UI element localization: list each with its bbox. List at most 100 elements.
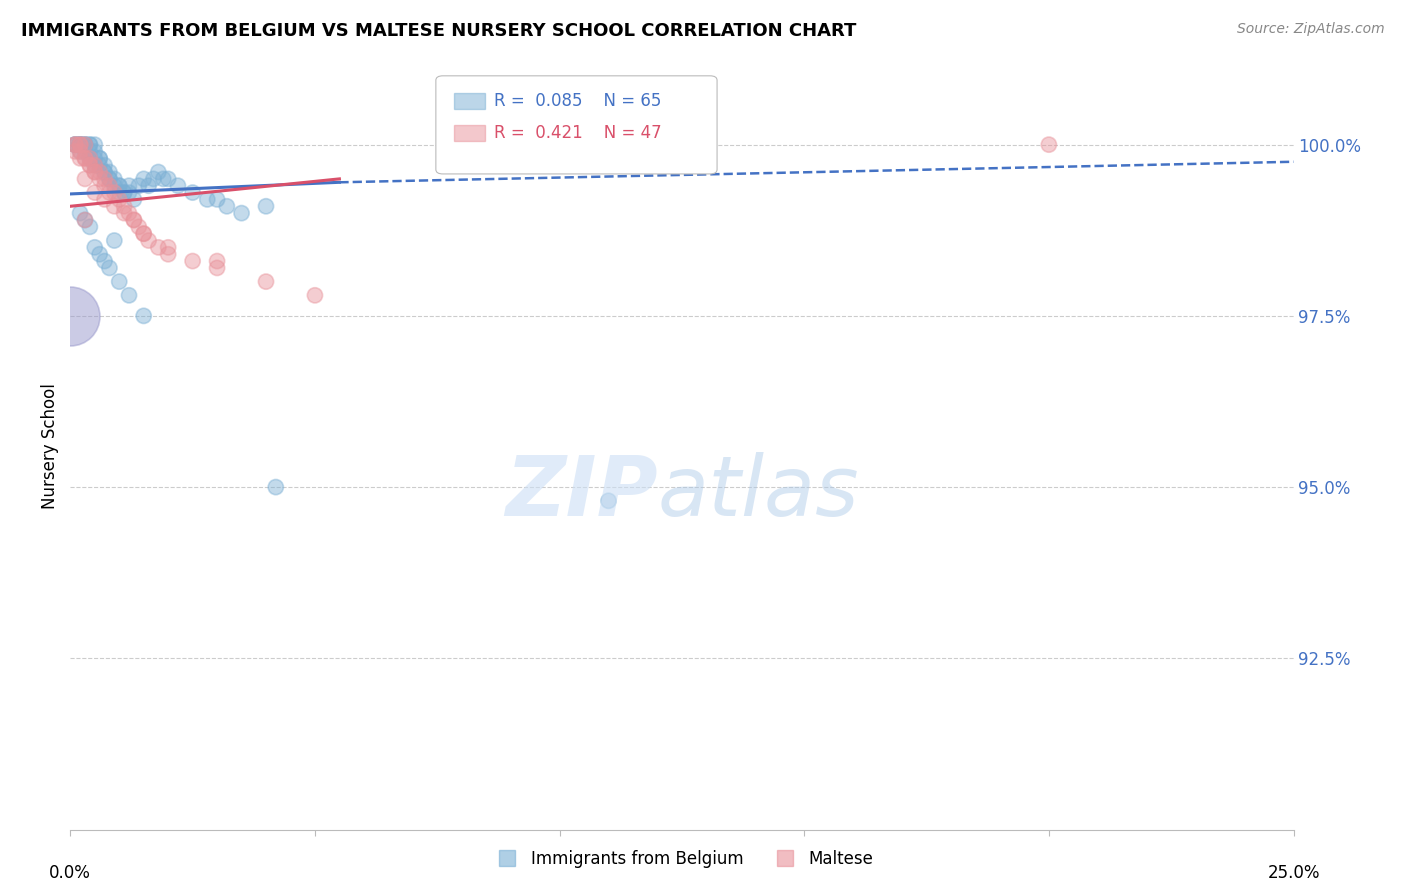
Point xyxy=(157,240,180,254)
Text: 0.0%: 0.0% xyxy=(49,863,91,882)
Point xyxy=(231,206,253,220)
Point xyxy=(108,275,131,289)
Point xyxy=(181,254,204,268)
Point xyxy=(118,178,141,193)
Point xyxy=(63,137,86,152)
Point xyxy=(69,145,91,159)
Point xyxy=(93,178,115,193)
Point xyxy=(73,213,96,227)
Point xyxy=(122,193,145,207)
Point xyxy=(205,254,228,268)
Point xyxy=(89,151,111,165)
Point xyxy=(108,193,131,207)
Point xyxy=(254,199,277,213)
Point xyxy=(69,151,91,165)
Point xyxy=(63,137,86,152)
Point xyxy=(142,172,165,186)
Point xyxy=(148,165,170,179)
Point xyxy=(128,219,150,234)
Point xyxy=(69,137,91,152)
Point xyxy=(128,178,150,193)
Point xyxy=(73,137,96,152)
Point xyxy=(69,137,91,152)
Point xyxy=(118,206,141,220)
Point xyxy=(79,137,101,152)
Text: 25.0%: 25.0% xyxy=(1267,863,1320,882)
Point xyxy=(103,199,125,213)
Point xyxy=(93,254,115,268)
Point xyxy=(63,137,86,152)
Point xyxy=(69,137,91,152)
Point xyxy=(59,309,82,323)
Point xyxy=(93,193,115,207)
Point xyxy=(73,151,96,165)
Point xyxy=(69,137,91,152)
Text: Source: ZipAtlas.com: Source: ZipAtlas.com xyxy=(1237,22,1385,37)
Point xyxy=(89,158,111,172)
Point xyxy=(98,178,121,193)
Point xyxy=(598,493,620,508)
Point xyxy=(69,145,91,159)
Point xyxy=(79,158,101,172)
Point xyxy=(157,247,180,261)
Point xyxy=(83,186,105,200)
Point xyxy=(93,158,115,172)
Point xyxy=(103,172,125,186)
Point xyxy=(83,240,105,254)
Point xyxy=(181,186,204,200)
Point xyxy=(167,178,190,193)
Point xyxy=(73,137,96,152)
Point xyxy=(215,199,238,213)
Point xyxy=(152,172,174,186)
Point xyxy=(98,260,121,275)
Point xyxy=(205,260,228,275)
Point xyxy=(264,480,287,494)
Text: IMMIGRANTS FROM BELGIUM VS MALTESE NURSERY SCHOOL CORRELATION CHART: IMMIGRANTS FROM BELGIUM VS MALTESE NURSE… xyxy=(21,22,856,40)
Point xyxy=(1038,137,1060,152)
Point xyxy=(112,206,135,220)
Point xyxy=(138,234,160,248)
Point xyxy=(132,227,155,241)
Point xyxy=(73,151,96,165)
Point xyxy=(89,172,111,186)
Point xyxy=(205,193,228,207)
Point xyxy=(195,193,218,207)
Point xyxy=(103,234,125,248)
Point xyxy=(83,137,105,152)
Point xyxy=(132,172,155,186)
Point xyxy=(79,145,101,159)
Point xyxy=(112,199,135,213)
Point xyxy=(138,178,160,193)
Point xyxy=(89,247,111,261)
Point xyxy=(83,145,105,159)
Y-axis label: Nursery School: Nursery School xyxy=(41,383,59,509)
Point xyxy=(148,240,170,254)
Point xyxy=(73,137,96,152)
Point xyxy=(63,137,86,152)
Point xyxy=(98,172,121,186)
Point xyxy=(79,137,101,152)
Text: ZIP: ZIP xyxy=(505,451,658,533)
Point xyxy=(103,178,125,193)
Point xyxy=(83,165,105,179)
Point xyxy=(108,178,131,193)
Point xyxy=(63,137,86,152)
Point xyxy=(83,151,105,165)
Text: R =  0.421    N = 47: R = 0.421 N = 47 xyxy=(494,124,661,142)
Point xyxy=(112,186,135,200)
Point xyxy=(103,186,125,200)
Point xyxy=(98,172,121,186)
Point xyxy=(79,151,101,165)
Point xyxy=(83,158,105,172)
Point xyxy=(73,137,96,152)
Point xyxy=(69,137,91,152)
Text: R =  0.085    N = 65: R = 0.085 N = 65 xyxy=(494,92,661,110)
Point xyxy=(89,165,111,179)
Point xyxy=(79,151,101,165)
Point xyxy=(122,213,145,227)
Point xyxy=(157,172,180,186)
Point xyxy=(73,172,96,186)
Point xyxy=(112,186,135,200)
Point xyxy=(93,165,115,179)
Text: atlas: atlas xyxy=(658,451,859,533)
